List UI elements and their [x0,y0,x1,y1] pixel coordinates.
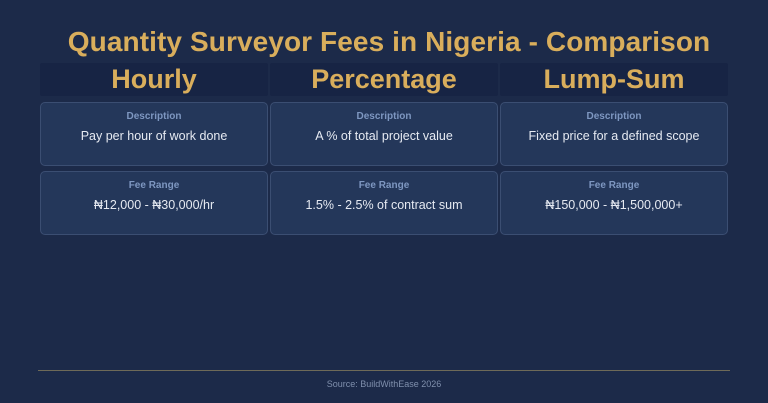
description-card-lump-sum: Description Fixed price for a defined sc… [500,102,728,166]
fee-card-hourly: Fee Range ₦12,000 - ₦30,000/hr [40,171,268,235]
column-percentage: Percentage Description A % of total proj… [270,63,498,235]
source-note: Source: BuildWithEase 2026 [326,379,442,389]
footer-divider [38,370,730,371]
fee-range-value: 1.5% - 2.5% of contract sum [305,198,463,212]
column-hourly: Hourly Description Pay per hour of work … [40,63,268,235]
description-text: Fixed price for a defined scope [528,129,700,143]
column-header-percentage: Percentage [270,63,498,96]
description-label: Description [126,111,182,122]
fee-range-value: ₦12,000 - ₦30,000/hr [93,198,215,212]
description-text: A % of total project value [315,129,453,143]
fee-range-label: Fee Range [358,180,410,191]
fee-card-lump-sum: Fee Range ₦150,000 - ₦1,500,000+ [500,171,728,235]
column-header-hourly: Hourly [40,63,268,96]
description-label: Description [586,111,642,122]
column-lump-sum: Lump-Sum Description Fixed price for a d… [500,63,728,235]
fee-range-label: Fee Range [588,180,640,191]
description-card-hourly: Description Pay per hour of work done [40,102,268,166]
column-header-lump-sum: Lump-Sum [500,63,728,96]
page-title: Quantity Surveyor Fees in Nigeria - Comp… [67,26,711,57]
fee-range-label: Fee Range [128,180,180,191]
description-text: Pay per hour of work done [80,129,228,143]
fee-range-value: ₦150,000 - ₦1,500,000+ [545,198,683,212]
description-card-percentage: Description A % of total project value [270,102,498,166]
description-label: Description [356,111,412,122]
fee-card-percentage: Fee Range 1.5% - 2.5% of contract sum [270,171,498,235]
